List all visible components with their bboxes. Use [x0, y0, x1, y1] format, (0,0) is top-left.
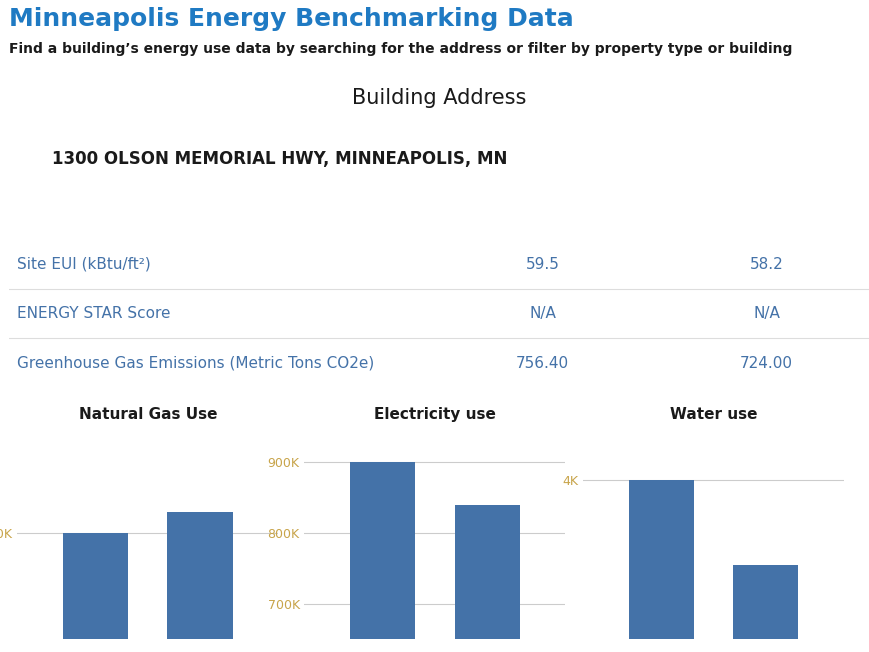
Text: 1300 OLSON MEMORIAL HWY, MINNEAPOLIS, MN: 1300 OLSON MEMORIAL HWY, MINNEAPOLIS, MN — [52, 150, 507, 168]
Text: 59.5: 59.5 — [525, 256, 559, 272]
Text: 58.2: 58.2 — [749, 256, 783, 272]
Bar — [168, 512, 233, 652]
Text: Building Address: Building Address — [352, 88, 526, 108]
Bar — [732, 565, 798, 652]
Bar — [349, 462, 415, 652]
Text: Greenhouse Gas Emissions (Metric Tons CO2e): Greenhouse Gas Emissions (Metric Tons CO… — [17, 355, 375, 371]
Text: Find a building’s energy use data by searching for the address or filter by prop: Find a building’s energy use data by sea… — [9, 42, 791, 56]
Bar — [63, 533, 129, 652]
Text: N/A: N/A — [753, 306, 779, 321]
Text: 756.40: 756.40 — [515, 355, 568, 371]
Text: ENERGY STAR Score: ENERGY STAR Score — [17, 306, 170, 321]
Text: 724.00: 724.00 — [740, 355, 793, 371]
Title: Natural Gas Use: Natural Gas Use — [78, 407, 217, 422]
Title: Electricity use: Electricity use — [374, 407, 495, 422]
Bar — [454, 505, 520, 652]
Text: Minneapolis Energy Benchmarking Data: Minneapolis Energy Benchmarking Data — [9, 7, 573, 31]
Text: N/A: N/A — [528, 306, 555, 321]
Bar — [627, 480, 693, 652]
Text: Site EUI (kBtu/ft²): Site EUI (kBtu/ft²) — [17, 256, 151, 272]
Title: Water use: Water use — [669, 407, 756, 422]
